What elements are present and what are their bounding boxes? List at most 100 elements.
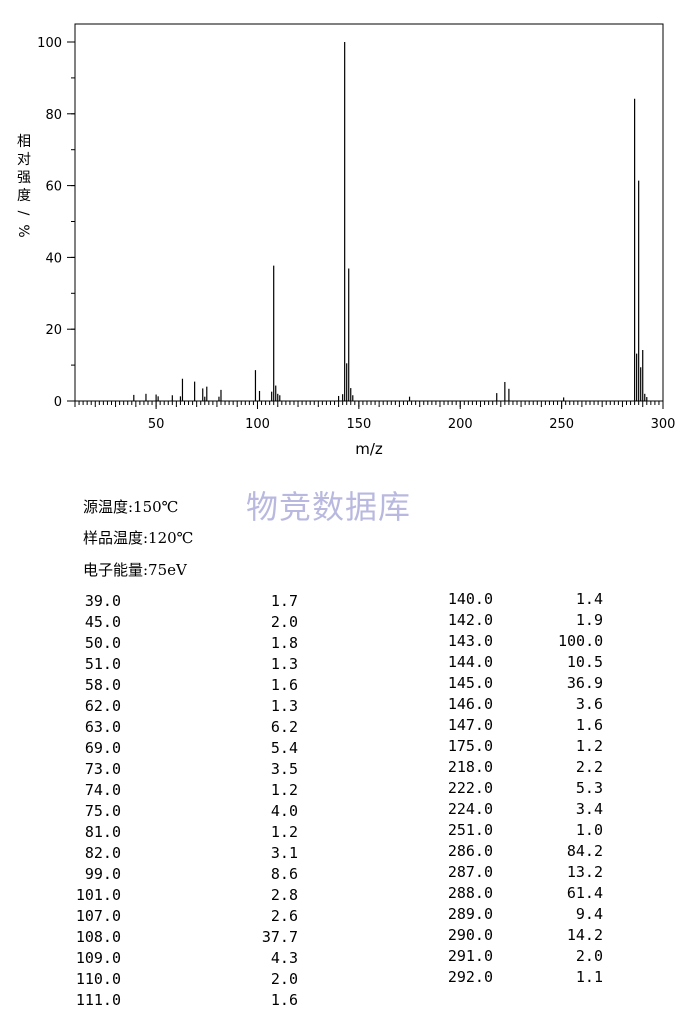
intensity-value: 1.6 bbox=[575, 716, 603, 734]
peak-table-right: 140.0 1.4 142.0 1.9 143.0 100.0 144.0 10.5 145.0… bbox=[438, 589, 678, 988]
table-row: 142.0 1.9 bbox=[438, 610, 678, 631]
table-row: 99.0 8.6 bbox=[66, 864, 306, 885]
table-row: 107.0 2.6 bbox=[66, 906, 306, 927]
table-row: 145.0 36.9 bbox=[438, 673, 678, 694]
mz-value: 288.0 bbox=[447, 884, 493, 902]
mz-value: 82.0 bbox=[84, 844, 121, 862]
intensity-value: 2.0 bbox=[270, 613, 298, 631]
intensity-value: 1.6 bbox=[270, 676, 298, 694]
intensity-value: 2.8 bbox=[270, 886, 298, 904]
mz-value: 287.0 bbox=[447, 863, 493, 881]
x-tick-label: 250 bbox=[549, 417, 574, 432]
intensity-value: 5.3 bbox=[575, 779, 603, 797]
y-tick-label: 80 bbox=[45, 108, 62, 123]
plot-frame bbox=[74, 23, 664, 402]
mz-value: 222.0 bbox=[447, 779, 493, 797]
x-axis-title: m/z bbox=[355, 440, 383, 458]
mz-value: 108.0 bbox=[75, 928, 121, 946]
mz-value: 289.0 bbox=[447, 905, 493, 923]
mz-value: 73.0 bbox=[84, 760, 121, 778]
x-ticks: 50 100 150 200 250 300 bbox=[148, 401, 676, 432]
mz-value: 109.0 bbox=[75, 949, 121, 967]
mz-value: 292.0 bbox=[447, 968, 493, 986]
mz-value: 107.0 bbox=[75, 907, 121, 925]
intensity-value: 3.6 bbox=[575, 695, 603, 713]
intensity-value: 8.6 bbox=[270, 865, 298, 883]
table-row: 218.0 2.2 bbox=[438, 757, 678, 778]
intensity-value: 4.3 bbox=[270, 949, 298, 967]
mz-value: 175.0 bbox=[447, 737, 493, 755]
y-axis-title-char: / bbox=[15, 211, 31, 216]
mz-value: 39.0 bbox=[84, 592, 121, 610]
table-row: 81.0 1.2 bbox=[66, 822, 306, 843]
intensity-value: 10.5 bbox=[566, 653, 603, 671]
mz-value: 110.0 bbox=[75, 970, 121, 988]
x-tick-label: 300 bbox=[651, 417, 676, 432]
intensity-value: 6.2 bbox=[270, 718, 298, 736]
y-tick-label: 100 bbox=[37, 36, 62, 51]
x-tick-label: 200 bbox=[448, 417, 473, 432]
intensity-value: 1.3 bbox=[270, 655, 298, 673]
intensity-value: 14.2 bbox=[566, 926, 603, 944]
mz-value: 142.0 bbox=[447, 611, 493, 629]
x-tick-label: 150 bbox=[346, 417, 371, 432]
mz-value: 75.0 bbox=[84, 802, 121, 820]
mz-value: 111.0 bbox=[75, 991, 121, 1009]
table-row: 109.0 4.3 bbox=[66, 948, 306, 969]
intensity-value: 13.2 bbox=[566, 863, 603, 881]
intensity-value: 3.4 bbox=[575, 800, 603, 818]
mz-value: 45.0 bbox=[84, 613, 121, 631]
table-row: 74.0 1.2 bbox=[66, 780, 306, 801]
intensity-value: 61.4 bbox=[566, 884, 603, 902]
source-temperature: 源温度:150℃ bbox=[83, 498, 179, 516]
y-tick-label: 20 bbox=[45, 323, 62, 338]
intensity-value: 1.2 bbox=[270, 781, 298, 799]
x-tick-label: 50 bbox=[148, 417, 165, 432]
mz-value: 218.0 bbox=[447, 758, 493, 776]
peak-table-left: 39.0 1.7 45.0 2.0 50.0 1.8 51.0 1.3 58.0 1.6 62.0 1… bbox=[66, 591, 306, 1011]
table-row: 251.0 1.0 bbox=[438, 820, 678, 841]
mz-value: 143.0 bbox=[447, 632, 493, 650]
y-axis-title-char: 度 bbox=[17, 188, 31, 204]
y-axis-title-char: 强 bbox=[17, 170, 31, 186]
y-axis-title-char: % bbox=[15, 224, 31, 237]
mz-value: 51.0 bbox=[84, 655, 121, 673]
intensity-value: 1.4 bbox=[575, 590, 603, 608]
mz-value: 81.0 bbox=[84, 823, 121, 841]
mz-value: 286.0 bbox=[447, 842, 493, 860]
electron-energy: 电子能量:75eV bbox=[83, 561, 187, 579]
table-row: 147.0 1.6 bbox=[438, 715, 678, 736]
intensity-value: 2.0 bbox=[575, 947, 603, 965]
sample-temperature: 样品温度:120℃ bbox=[83, 529, 194, 547]
table-row: 69.0 5.4 bbox=[66, 738, 306, 759]
table-row: 110.0 2.0 bbox=[66, 969, 306, 990]
mz-value: 74.0 bbox=[84, 781, 121, 799]
table-row: 288.0 61.4 bbox=[438, 883, 678, 904]
watermark: 物竞数据库 bbox=[246, 488, 412, 526]
intensity-value: 4.0 bbox=[270, 802, 298, 820]
y-tick-label: 0 bbox=[54, 395, 62, 410]
intensity-value: 1.7 bbox=[270, 592, 298, 610]
intensity-value: 1.9 bbox=[575, 611, 603, 629]
y-tick-label: 60 bbox=[45, 180, 62, 195]
intensity-value: 37.7 bbox=[261, 928, 298, 946]
mz-value: 69.0 bbox=[84, 739, 121, 757]
y-axis-title-char: 对 bbox=[17, 152, 31, 168]
mz-value: 147.0 bbox=[447, 716, 493, 734]
mz-value: 251.0 bbox=[447, 821, 493, 839]
minor-ticks bbox=[71, 41, 664, 407]
table-row: 140.0 1.4 bbox=[438, 589, 678, 610]
mz-value: 63.0 bbox=[84, 718, 121, 736]
y-ticks: 0 20 40 60 80 100 bbox=[37, 36, 75, 410]
mz-value: 99.0 bbox=[84, 865, 121, 883]
table-row: 224.0 3.4 bbox=[438, 799, 678, 820]
y-tick-label: 40 bbox=[45, 251, 62, 266]
table-row: 289.0 9.4 bbox=[438, 904, 678, 925]
intensity-value: 100.0 bbox=[558, 632, 604, 650]
table-row: 291.0 2.0 bbox=[438, 946, 678, 967]
table-row: 146.0 3.6 bbox=[438, 694, 678, 715]
intensity-value: 2.0 bbox=[270, 970, 298, 988]
mz-value: 291.0 bbox=[447, 947, 493, 965]
